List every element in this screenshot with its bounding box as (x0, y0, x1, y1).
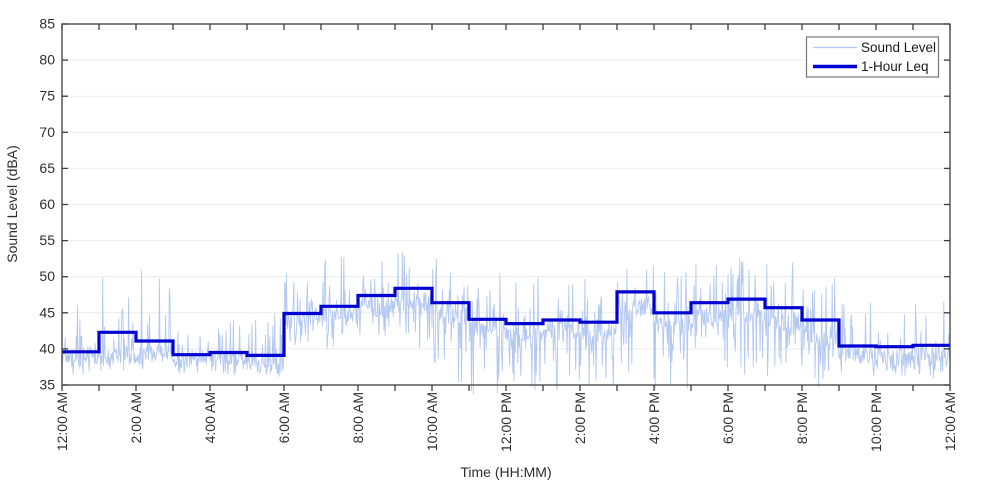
y-tick-label: 35 (39, 377, 55, 393)
legend: Sound Level 1-Hour Leq (805, 36, 940, 78)
x-tick-label: 8:00 PM (794, 392, 810, 444)
y-tick-label: 60 (39, 196, 55, 212)
legend-box (805, 36, 940, 78)
x-axis-title: Time (HH:MM) (460, 464, 551, 480)
tick-labels: 35 40 45 50 55 60 65 70 75 80 85 12:00 AM 2:00 AM 4:0… (39, 16, 958, 452)
gridlines (62, 59, 950, 350)
legend-label-1-hour-leq: 1-Hour Leq (861, 59, 929, 74)
y-tick-label: 50 (39, 268, 55, 284)
x-tick-label: 4:00 AM (202, 392, 218, 443)
x-tick-label: 10:00 AM (424, 392, 440, 451)
y-tick-label: 85 (39, 16, 55, 32)
sound-level-series (61, 252, 951, 395)
leq-series (62, 286, 950, 357)
y-tick-label: 70 (39, 124, 55, 140)
x-tick-label: 8:00 AM (350, 392, 366, 443)
y-axis-title: Sound Level (dBA) (4, 145, 20, 263)
x-tick-label: 12:00 AM (942, 392, 958, 451)
legend-entry-sound-level: Sound Level (813, 40, 936, 55)
x-tick-label: 6:00 AM (276, 392, 292, 443)
x-tick-label: 6:00 PM (720, 392, 736, 444)
x-tick-label: 12:00 AM (54, 392, 70, 451)
y-tick-label: 40 (39, 340, 55, 356)
x-tick-label: 4:00 PM (646, 392, 662, 444)
y-tick-label: 75 (39, 88, 55, 104)
y-tick-label: 55 (39, 232, 55, 248)
y-tick-label: 65 (39, 160, 55, 176)
legend-entry-1-hour-leq: 1-Hour Leq (813, 59, 929, 74)
series-layer (61, 252, 951, 395)
x-tick-label: 10:00 PM (868, 392, 884, 452)
legend-label-sound-level: Sound Level (861, 40, 936, 55)
y-tick-label: 80 (39, 52, 55, 68)
axes (61, 23, 951, 391)
x-tick-label: 2:00 PM (572, 392, 588, 444)
x-tick-label: 2:00 AM (128, 392, 144, 443)
y-tick-label: 45 (39, 304, 55, 320)
x-tick-label: 12:00 PM (498, 392, 514, 452)
